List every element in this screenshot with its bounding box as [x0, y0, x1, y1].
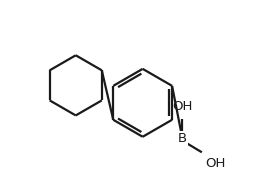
Text: B: B — [178, 132, 187, 145]
Text: OH: OH — [172, 100, 193, 113]
Text: OH: OH — [206, 157, 226, 170]
